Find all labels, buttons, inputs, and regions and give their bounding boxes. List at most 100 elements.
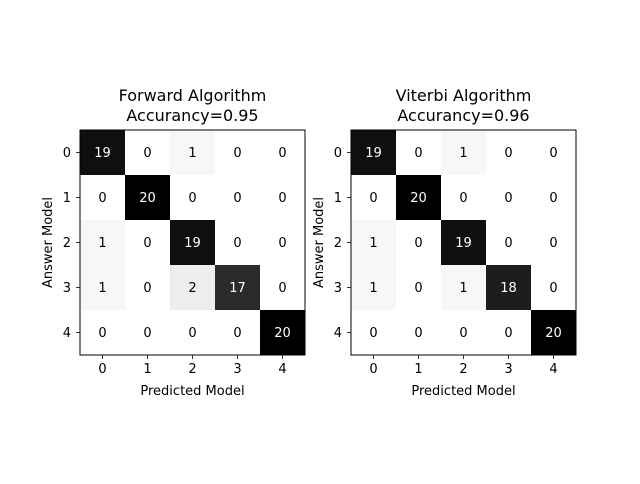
cell-value-label: 0 <box>143 281 151 296</box>
x-tick-label: 1 <box>143 362 151 377</box>
x-tick-label: 4 <box>549 362 557 377</box>
cell-value-label: 0 <box>414 146 422 161</box>
heatmap-cell <box>486 220 532 266</box>
heatmap-cell <box>260 310 306 356</box>
heatmap-cell <box>531 310 577 356</box>
heatmap-cell <box>486 175 532 221</box>
y-tick-label: 1 <box>334 191 342 206</box>
cell-value-label: 1 <box>459 146 467 161</box>
heatmap-cell <box>351 130 397 176</box>
cell-value-label: 0 <box>504 326 512 341</box>
cell-value-label: 2 <box>188 281 196 296</box>
heatmap-cell <box>170 310 216 356</box>
cell-value-label: 0 <box>504 146 512 161</box>
heatmap-cell <box>260 130 306 176</box>
heatmap-cell <box>125 310 171 356</box>
cell-value-label: 20 <box>410 191 427 206</box>
cell-value-label: 17 <box>229 281 246 296</box>
heatmap-cell <box>80 175 126 221</box>
heatmap-cell <box>170 220 216 266</box>
heatmap-cell <box>260 175 306 221</box>
heatmap-cell <box>531 175 577 221</box>
heatmap-cell <box>351 310 397 356</box>
heatmap-cell <box>260 265 306 311</box>
chart-subtitle: Accurancy=0.96 <box>397 106 529 125</box>
cell-value-label: 19 <box>365 146 382 161</box>
y-tick-label: 1 <box>63 191 71 206</box>
heatmap-cell <box>441 175 487 221</box>
cell-value-label: 19 <box>184 236 201 251</box>
cell-value-label: 0 <box>504 236 512 251</box>
chart-panel-0: 19 0 1 0 0 0 20 0 0 0 1 0 19 0 0 1 0 2 17 0 0 0 0 0 20 0 1 2 3 4 0 1 2 3 4… <box>41 86 306 399</box>
heatmap-cell <box>260 220 306 266</box>
heatmap-cell <box>215 220 261 266</box>
cell-value-label: 19 <box>94 146 111 161</box>
cell-value-label: 0 <box>459 191 467 206</box>
x-tick-label: 0 <box>98 362 106 377</box>
x-tick-label: 3 <box>504 362 512 377</box>
heatmap-cell <box>441 265 487 311</box>
heatmap-cell <box>396 175 442 221</box>
cell-value-label: 0 <box>414 326 422 341</box>
y-axis-label: Answer Model <box>312 197 327 288</box>
cell-value-label: 0 <box>549 191 557 206</box>
cell-value-label: 0 <box>278 236 286 251</box>
cell-value-label: 0 <box>143 236 151 251</box>
x-axis-label: Predicted Model <box>411 384 515 399</box>
heatmap-cell <box>531 130 577 176</box>
cell-value-label: 20 <box>139 191 156 206</box>
x-tick-label: 0 <box>369 362 377 377</box>
y-tick-label: 4 <box>334 326 342 341</box>
heatmap-cell <box>125 175 171 221</box>
y-tick-label: 3 <box>334 281 342 296</box>
chart-panel-1: 19 0 1 0 0 0 20 0 0 0 1 0 19 0 0 1 0 1 18 0 0 0 0 0 20 0 1 2 3 4 0 1 2 3 4… <box>312 86 577 399</box>
cell-value-label: 0 <box>549 146 557 161</box>
heatmap-cell <box>80 220 126 266</box>
cell-value-label: 0 <box>233 146 241 161</box>
heatmap-cell <box>486 310 532 356</box>
heatmap-cell <box>170 130 216 176</box>
cell-value-label: 0 <box>188 326 196 341</box>
chart-subtitle: Accurancy=0.95 <box>126 106 258 125</box>
cell-value-label: 0 <box>278 191 286 206</box>
cell-value-label: 1 <box>369 236 377 251</box>
heatmap-cell <box>486 130 532 176</box>
cell-value-label: 0 <box>233 191 241 206</box>
heatmap-cell <box>170 265 216 311</box>
cell-value-label: 0 <box>549 236 557 251</box>
cell-value-label: 1 <box>98 236 106 251</box>
y-tick-label: 0 <box>334 146 342 161</box>
y-axis-label: Answer Model <box>41 197 56 288</box>
x-axis-label: Predicted Model <box>140 384 244 399</box>
cell-value-label: 0 <box>369 326 377 341</box>
cell-value-label: 0 <box>233 236 241 251</box>
y-tick-label: 0 <box>63 146 71 161</box>
cell-value-label: 0 <box>233 326 241 341</box>
x-tick-label: 2 <box>459 362 467 377</box>
heatmap-cell <box>396 130 442 176</box>
heatmap-cell <box>215 310 261 356</box>
x-tick-label: 1 <box>414 362 422 377</box>
heatmap-cell <box>125 130 171 176</box>
y-tick-label: 4 <box>63 326 71 341</box>
x-tick-label: 3 <box>233 362 241 377</box>
heatmap-cell <box>441 130 487 176</box>
heatmap-cell <box>80 310 126 356</box>
cell-value-label: 0 <box>549 281 557 296</box>
heatmap-cell <box>351 220 397 266</box>
cell-value-label: 0 <box>459 326 467 341</box>
cell-value-label: 0 <box>278 146 286 161</box>
heatmap-cell <box>170 175 216 221</box>
heatmap-cell <box>396 265 442 311</box>
chart-title: Viterbi Algorithm <box>396 86 532 105</box>
cell-value-label: 1 <box>459 281 467 296</box>
heatmap-cell <box>125 220 171 266</box>
cell-value-label: 0 <box>143 326 151 341</box>
heatmap-cell <box>351 265 397 311</box>
heatmap-cell <box>125 265 171 311</box>
cell-value-label: 0 <box>504 191 512 206</box>
cell-value-label: 1 <box>188 146 196 161</box>
heatmap-cell <box>80 130 126 176</box>
